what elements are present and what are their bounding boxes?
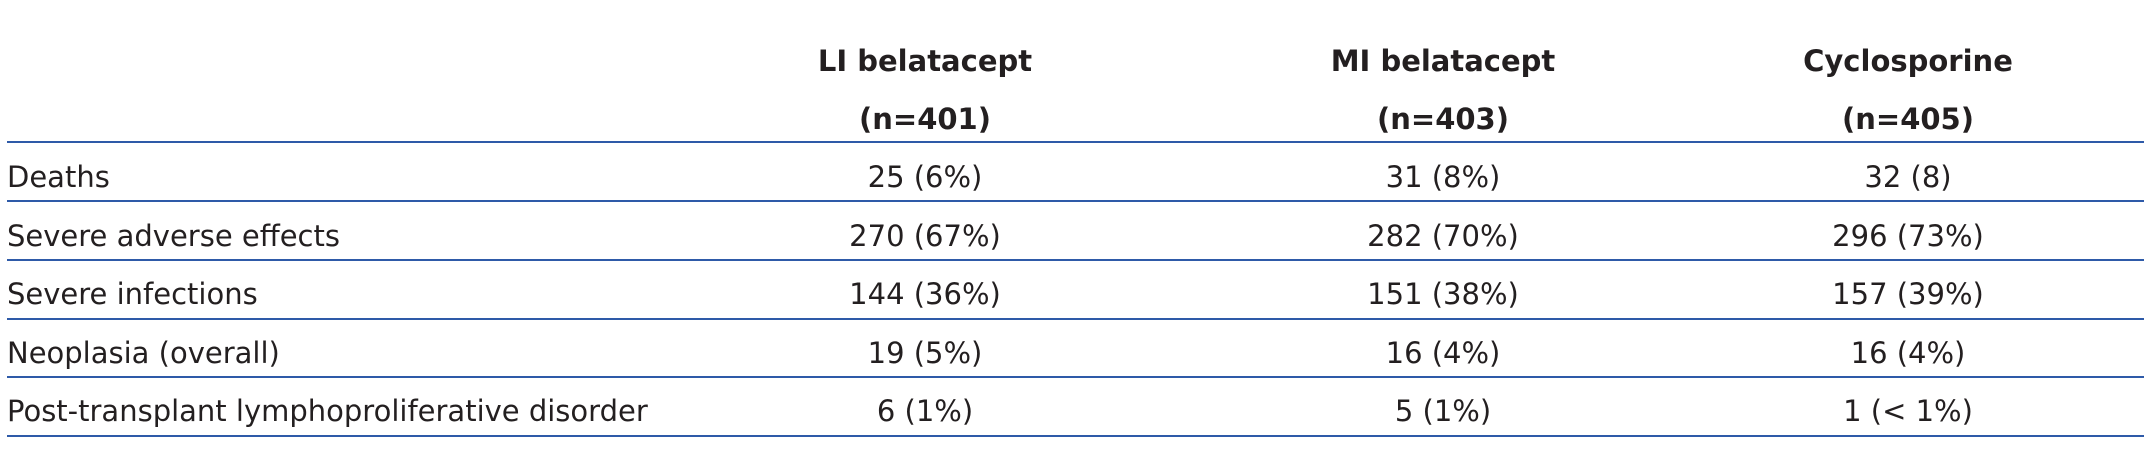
row-rule <box>7 376 2144 378</box>
cell-value: 282 (70%) <box>1367 219 1519 253</box>
cell-value: 144 (36%) <box>849 277 1001 311</box>
cell-value: 31 (8%) <box>1385 160 1501 194</box>
column-count: (n=401) <box>859 102 991 136</box>
cell-value: 157 (39%) <box>1832 277 1984 311</box>
row-rule <box>7 259 2144 261</box>
cell-value: 270 (67%) <box>849 219 1001 253</box>
row-label: Severe adverse effects <box>7 219 340 253</box>
header-rule <box>7 141 2144 143</box>
column-header: LI belatacept <box>817 44 1033 78</box>
cell-value: 5 (1%) <box>1394 394 1492 428</box>
cell-value: 16 (4%) <box>1385 336 1501 370</box>
row-label: Post-transplant lymphoproliferative diso… <box>7 394 648 428</box>
cell-value: 32 (8) <box>1864 160 1952 194</box>
row-rule <box>7 435 2144 437</box>
cell-value: 16 (4%) <box>1850 336 1966 370</box>
cell-value: 6 (1%) <box>876 394 974 428</box>
column-count: (n=405) <box>1842 102 1974 136</box>
cell-value: 1 (< 1%) <box>1843 394 1973 428</box>
cell-value: 19 (5%) <box>867 336 983 370</box>
row-rule <box>7 200 2144 202</box>
row-rule <box>7 318 2144 320</box>
column-count: (n=403) <box>1377 102 1509 136</box>
column-header: Cyclosporine <box>1803 44 2013 78</box>
row-label: Severe infections <box>7 277 258 311</box>
column-header: MI belatacept <box>1330 44 1556 78</box>
cell-value: 25 (6%) <box>867 160 983 194</box>
cell-value: 151 (38%) <box>1367 277 1519 311</box>
cell-value: 296 (73%) <box>1832 219 1984 253</box>
row-label: Neoplasia (overall) <box>7 336 280 370</box>
row-label: Deaths <box>7 160 110 194</box>
